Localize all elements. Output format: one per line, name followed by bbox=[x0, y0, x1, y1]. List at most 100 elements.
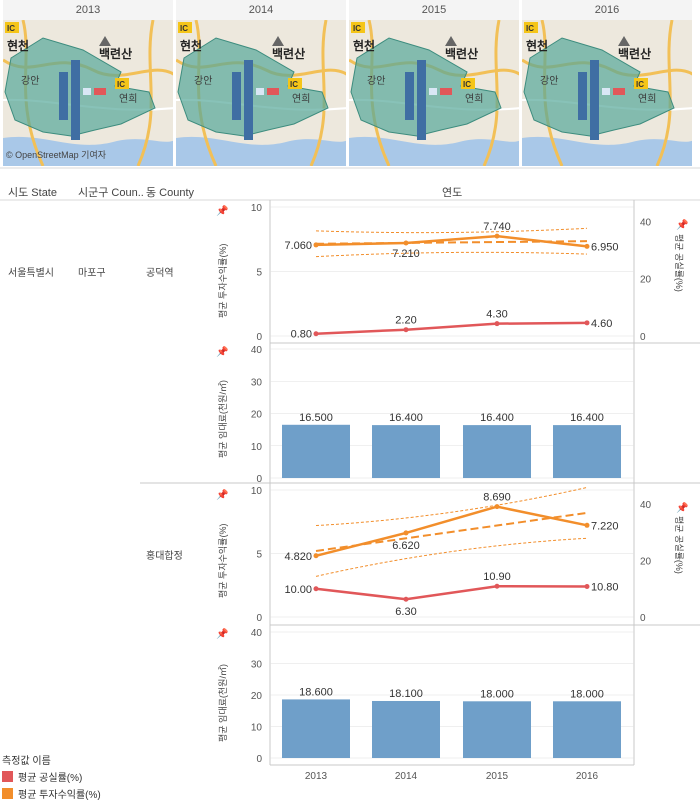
series-line-vacancy bbox=[315, 584, 588, 601]
axis-title-rent-hongdae: 평균 임대료(천원/㎡) bbox=[218, 664, 228, 742]
row-county-gongdeok: 공덕역 bbox=[146, 268, 174, 279]
legend-label: 평균 투자수익률(%) bbox=[18, 790, 101, 801]
tick-label-left: 30 bbox=[251, 377, 263, 388]
ic-label: IC bbox=[290, 80, 298, 89]
data-point bbox=[494, 233, 500, 239]
confidence-band-upper bbox=[315, 227, 588, 234]
bar bbox=[372, 700, 440, 758]
tick-label-left: 10 bbox=[251, 442, 263, 453]
map-label-baengnyeonsan: 백련산 bbox=[618, 46, 651, 61]
bar bbox=[553, 425, 621, 478]
bar-label: 16.400 bbox=[570, 412, 604, 424]
x-tick-label: 2013 bbox=[305, 771, 328, 782]
header-state[interactable]: 시도 State bbox=[8, 187, 57, 199]
data-label: 2.20 bbox=[395, 315, 416, 327]
map-panel-2015[interactable]: 2015 IC IC 현천 백련산 강안 연희 bbox=[349, 0, 521, 166]
map-label-baengnyeonsan: 백련산 bbox=[445, 46, 478, 61]
data-point bbox=[403, 596, 409, 602]
bar-label: 18.600 bbox=[299, 686, 333, 698]
bar bbox=[553, 701, 621, 758]
data-label: 7.210 bbox=[392, 248, 420, 260]
ic-label: IC bbox=[7, 24, 15, 33]
tick-label-right: 20 bbox=[640, 275, 652, 286]
map-label-yeonhui: 연희 bbox=[638, 93, 656, 105]
data-point bbox=[313, 331, 319, 337]
bar bbox=[463, 701, 531, 758]
ic-icon bbox=[634, 78, 648, 89]
data-point bbox=[494, 504, 500, 510]
axis-title-investment-gongdeok: 평균 투자수익률(%) bbox=[218, 243, 228, 318]
pin-icon[interactable]: 📌 bbox=[216, 206, 229, 217]
header-year[interactable]: 연도 bbox=[442, 187, 463, 199]
data-label: 10.80 bbox=[591, 582, 619, 594]
header-sigungu[interactable]: 시군구 Coun.. bbox=[78, 187, 144, 199]
data-label: 7.220 bbox=[591, 520, 619, 532]
pin-icon[interactable]: 📌 bbox=[676, 220, 689, 231]
legend-item-vacancy[interactable]: 평균 공실률(%) bbox=[2, 769, 82, 784]
map-label-baengnyeonsan: 백련산 bbox=[272, 46, 305, 61]
axis-title-rent-gongdeok: 평균 임대료(천원/㎡) bbox=[218, 380, 228, 458]
data-label: 4.820 bbox=[284, 551, 312, 563]
map-panel-2016[interactable]: 2016 IC IC 현천 백련산 강안 연희 bbox=[522, 0, 694, 166]
bar-label: 16.500 bbox=[299, 412, 333, 424]
data-point bbox=[494, 321, 500, 327]
confidence-band-upper bbox=[315, 486, 588, 527]
row-sigungu: 마포구 bbox=[78, 268, 106, 279]
bar-label: 18.000 bbox=[480, 688, 514, 700]
data-point bbox=[313, 242, 319, 248]
bar bbox=[463, 425, 531, 478]
tick-label-left: 20 bbox=[251, 691, 263, 702]
map-label-hyeoncheon: 현천 bbox=[180, 38, 202, 53]
map-year-label: 2016 bbox=[522, 0, 692, 20]
data-label: 7.740 bbox=[483, 221, 511, 233]
map-strip: 2013 IC IC 현천 백련산 강안 연희 2014 bbox=[0, 0, 700, 166]
x-tick-label: 2015 bbox=[486, 771, 509, 782]
data-label: 6.620 bbox=[392, 540, 420, 552]
series-line-vacancy bbox=[315, 321, 588, 335]
header-county[interactable]: 동 County bbox=[146, 187, 195, 199]
tick-label-left: 0 bbox=[256, 332, 262, 343]
map-credit[interactable]: © OpenStreetMap 기여자 bbox=[6, 150, 107, 160]
pin-icon[interactable]: 📌 bbox=[216, 490, 229, 501]
map-image[interactable]: IC IC 현천 백련산 강안 연희 bbox=[176, 19, 346, 166]
map-year-label: 2013 bbox=[3, 0, 173, 20]
ic-label: IC bbox=[526, 24, 534, 33]
map-year-label: 2014 bbox=[176, 0, 346, 20]
pin-icon[interactable]: 📌 bbox=[676, 503, 689, 514]
legend-item-investment[interactable]: 평균 투자수익률(%) bbox=[2, 786, 101, 801]
map-image[interactable]: IC IC 현천 백련산 강안 연희 bbox=[3, 19, 173, 166]
data-point bbox=[313, 553, 319, 559]
bar-label: 16.400 bbox=[389, 412, 423, 424]
data-point bbox=[584, 584, 590, 590]
data-point bbox=[584, 522, 590, 528]
ic-label: IC bbox=[636, 80, 644, 89]
tick-label-right: 40 bbox=[640, 217, 652, 228]
mountain-icon bbox=[618, 36, 630, 46]
data-point bbox=[494, 583, 500, 589]
map-label-gangam: 강안 bbox=[194, 75, 212, 87]
trend-line bbox=[315, 511, 588, 552]
map-panel-2014[interactable]: 2014 IC IC 현천 백련산 강안 연희 bbox=[176, 0, 348, 166]
pin-icon[interactable]: 📌 bbox=[216, 347, 229, 358]
map-panel-2013[interactable]: 2013 IC IC 현천 백련산 강안 연희 bbox=[3, 0, 175, 166]
axis-title-vacancy-gongdeok: 평균 공실률(%) bbox=[674, 234, 684, 292]
bar bbox=[372, 425, 440, 478]
data-label: 10.90 bbox=[483, 571, 511, 583]
ic-icon bbox=[524, 22, 538, 33]
legend-swatch-orange bbox=[2, 788, 13, 799]
map-image[interactable]: IC IC 현천 백련산 강안 연희 bbox=[349, 19, 519, 166]
map-label-yeonhui: 연희 bbox=[292, 93, 310, 105]
pin-icon[interactable]: 📌 bbox=[216, 629, 229, 640]
tick-label-left: 0 bbox=[256, 754, 262, 765]
map-image[interactable]: IC IC 현천 백련산 강안 연희 bbox=[522, 19, 692, 166]
map-year-label: 2015 bbox=[349, 0, 519, 20]
x-tick-label: 2014 bbox=[395, 771, 418, 782]
map-label-baengnyeonsan: 백련산 bbox=[99, 46, 132, 61]
data-label: 4.30 bbox=[486, 309, 507, 321]
row-county-hongdae: 홍대합정 bbox=[146, 551, 183, 562]
tick-label-left: 5 bbox=[256, 268, 262, 279]
ic-icon bbox=[5, 22, 19, 33]
map-label-gangam: 강안 bbox=[367, 75, 385, 87]
tick-label-left: 40 bbox=[251, 345, 263, 356]
